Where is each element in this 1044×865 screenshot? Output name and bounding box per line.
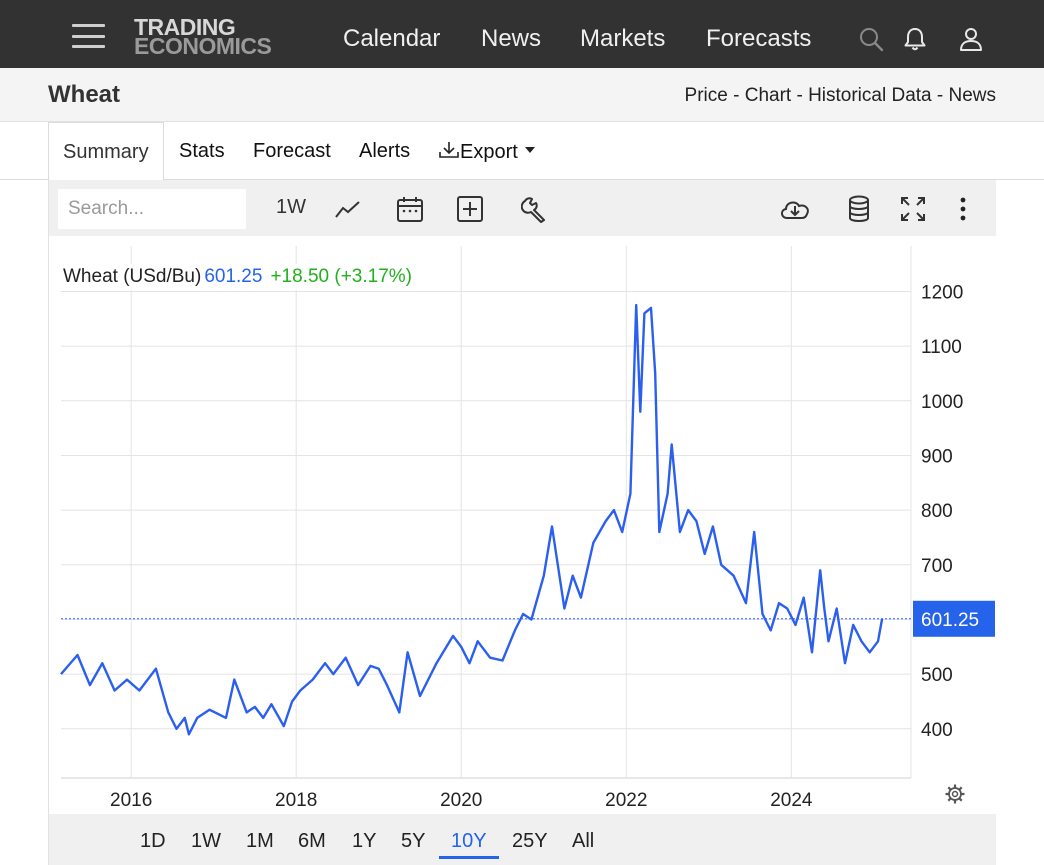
fullscreen-icon[interactable] xyxy=(899,194,927,224)
tab-export[interactable]: Export xyxy=(438,140,537,164)
nav-link-calendar[interactable]: Calendar xyxy=(343,25,441,52)
active-range-underline xyxy=(439,856,499,859)
page-header: Wheat Price - Chart - Historical Data - … xyxy=(0,68,1044,122)
tab-stats[interactable]: Stats xyxy=(179,140,225,162)
tab-alerts[interactable]: Alerts xyxy=(359,140,411,162)
hamburger-menu-icon[interactable] xyxy=(72,24,105,48)
y-tick-label: 1100 xyxy=(921,337,962,358)
add-compare-icon[interactable] xyxy=(456,194,484,224)
nav-link-markets[interactable]: Markets xyxy=(580,25,666,52)
nav-link-news[interactable]: News xyxy=(481,25,542,52)
x-tick-label: 2018 xyxy=(275,790,317,811)
caret-down-icon xyxy=(525,147,536,153)
wrench-settings-icon[interactable] xyxy=(521,194,549,224)
download-icon xyxy=(439,142,459,158)
range-button-1m[interactable]: 1M xyxy=(246,830,274,852)
nav-link-forecasts[interactable]: Forecasts xyxy=(706,25,812,52)
page-title: Wheat xyxy=(48,81,120,108)
chart-area[interactable]: 400500600700800900100011001200 201620182… xyxy=(49,236,996,814)
chart-toolbar: 1W xyxy=(49,180,996,236)
breadcrumb-links[interactable]: Price - Chart - Historical Data - News xyxy=(684,85,996,106)
logo-line-1: TRADING xyxy=(134,14,236,40)
top-navbar: TRADING ECONOMICS Calendar News Markets … xyxy=(0,0,1044,68)
range-button-1y[interactable]: 1Y xyxy=(352,830,377,852)
chart-panel: 1W xyxy=(48,180,996,865)
x-tick-label: 2024 xyxy=(770,790,813,811)
legend-change: +18.50 (+3.17%) xyxy=(270,266,412,287)
range-button-1d[interactable]: 1D xyxy=(140,830,166,852)
last-price-badge-label: 601.25 xyxy=(921,610,979,631)
cloud-download-icon[interactable] xyxy=(778,194,812,224)
tab-summary[interactable]: Summary xyxy=(48,122,164,181)
range-button-1w[interactable]: 1W xyxy=(191,830,221,852)
user-account-icon[interactable] xyxy=(958,26,984,52)
x-tick-label: 2016 xyxy=(110,790,152,811)
chart-search-input[interactable] xyxy=(58,189,246,229)
y-tick-label: 1200 xyxy=(921,282,963,303)
chart-legend: Wheat (USd/Bu) 601.25 +18.50 (+3.17%) xyxy=(59,264,416,290)
range-button-5y[interactable]: 5Y xyxy=(401,830,426,852)
bell-icon[interactable] xyxy=(902,26,928,52)
x-tick-label: 2020 xyxy=(440,790,482,811)
line-chart-type-icon[interactable] xyxy=(334,194,362,224)
interval-selector[interactable]: 1W xyxy=(276,196,306,218)
series-line-wheat xyxy=(60,303,884,736)
tab-forecast[interactable]: Forecast xyxy=(253,140,331,162)
search-icon[interactable] xyxy=(858,26,884,52)
range-button-all[interactable]: All xyxy=(572,830,595,852)
tab-export-label: Export xyxy=(460,141,518,163)
range-button-10y[interactable]: 10Y xyxy=(451,830,487,852)
database-icon[interactable] xyxy=(847,194,871,224)
price-chart[interactable]: 400500600700800900100011001200 201620182… xyxy=(49,236,996,814)
calendar-icon[interactable] xyxy=(396,194,424,224)
chart-settings-gear-icon[interactable] xyxy=(945,784,965,804)
tab-bar: Summary Stats Forecast Alerts Export xyxy=(0,122,1044,181)
y-tick-label: 800 xyxy=(921,501,953,522)
y-tick-label: 500 xyxy=(921,665,953,686)
site-logo[interactable]: TRADING ECONOMICS xyxy=(134,15,294,59)
range-button-25y[interactable]: 25Y xyxy=(512,830,548,852)
y-tick-label: 400 xyxy=(921,720,953,741)
range-selector: 1D 1W 1M 6M 1Y 5Y 10Y 25Y All xyxy=(49,814,996,865)
y-tick-label: 700 xyxy=(921,556,953,577)
y-tick-label: 900 xyxy=(921,446,953,467)
last-price-badge xyxy=(913,600,995,637)
legend-price: 601.25 xyxy=(204,266,263,287)
legend-series-name: Wheat (USd/Bu) xyxy=(63,266,202,287)
y-tick-label: 1000 xyxy=(921,392,963,413)
range-button-6m[interactable]: 6M xyxy=(298,830,326,852)
logo-line-2: ECONOMICS xyxy=(134,33,272,59)
more-options-icon[interactable] xyxy=(953,194,973,224)
x-tick-label: 2022 xyxy=(605,790,647,811)
